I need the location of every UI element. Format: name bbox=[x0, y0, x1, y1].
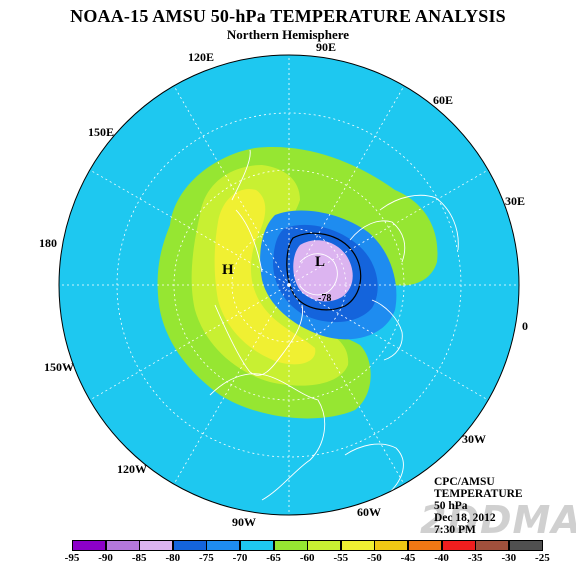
lon-label-60w: 60W bbox=[357, 505, 381, 519]
map-border bbox=[58, 54, 520, 516]
graticule bbox=[59, 55, 519, 515]
lon-label-60e: 60E bbox=[433, 93, 454, 107]
legend-tick-label: -50 bbox=[367, 552, 382, 564]
info-line: CPC/AMSU bbox=[434, 476, 495, 488]
legend-tick-label: -75 bbox=[199, 552, 214, 564]
legend-tick-label: -85 bbox=[131, 552, 147, 564]
lon-label-0: 0 bbox=[522, 319, 528, 333]
legend-tick-label: -35 bbox=[467, 552, 483, 564]
legend-swatch bbox=[475, 540, 510, 551]
info-line: Dec 18, 2012 bbox=[434, 512, 496, 524]
legend-swatch bbox=[441, 540, 476, 551]
legend-tick-label: -70 bbox=[232, 552, 248, 564]
high-center-label: H bbox=[222, 262, 234, 278]
legend-tick-label: -40 bbox=[434, 552, 449, 564]
lon-label-150e: 150E bbox=[88, 125, 115, 139]
legend-tick-label: -65 bbox=[266, 552, 281, 564]
lon-label-30w: 30W bbox=[462, 432, 486, 446]
legend-tick-label: -45 bbox=[400, 552, 416, 564]
legend-tick-label: -60 bbox=[299, 552, 315, 564]
legend-tick-label: -80 bbox=[165, 552, 181, 564]
chart-title: NOAA-15 AMSU 50-hPa TEMPERATURE ANALYSIS bbox=[70, 6, 506, 26]
info-block: CPC/AMSU TEMPERATURE 50 hPa Dec 18, 2012… bbox=[434, 476, 523, 536]
info-line: 7:30 PM bbox=[434, 524, 476, 536]
info-line: 50 hPa bbox=[434, 500, 468, 512]
legend-swatch bbox=[374, 540, 409, 551]
legend-tick-label: -55 bbox=[333, 552, 349, 564]
legend-swatch bbox=[139, 540, 174, 551]
legend-swatch bbox=[508, 540, 543, 551]
legend-swatch bbox=[105, 540, 140, 551]
lon-label-180: 180 bbox=[39, 236, 57, 250]
legend-tick-label: -90 bbox=[98, 552, 113, 564]
chart-subtitle: Northern Hemisphere bbox=[226, 27, 350, 42]
watermark: 2DDMA bbox=[420, 498, 576, 542]
legend-swatch bbox=[172, 540, 207, 551]
legend-swatch bbox=[72, 540, 106, 551]
contour-band-55 bbox=[214, 188, 316, 365]
legend-tick-label: -95 bbox=[64, 552, 80, 564]
contour-line-label: -78 bbox=[318, 293, 331, 304]
lon-label-30e: 30E bbox=[505, 194, 526, 208]
lon-label-90w: 90W bbox=[232, 515, 256, 529]
legend-tick-label: -25 bbox=[535, 552, 550, 564]
low-center-label: L bbox=[315, 254, 325, 270]
lon-label-150w: 150W bbox=[44, 360, 74, 374]
legend-swatch bbox=[408, 540, 442, 551]
legend-tick-label: -30 bbox=[501, 552, 517, 564]
coastlines bbox=[209, 149, 459, 501]
legend-swatch bbox=[273, 540, 308, 551]
legend-swatch bbox=[206, 540, 241, 551]
lon-label-90e: 90E bbox=[316, 40, 337, 54]
legend-swatch bbox=[307, 540, 342, 551]
legend-swatch bbox=[340, 540, 375, 551]
contour-line-78 bbox=[286, 232, 362, 311]
lon-label-120w: 120W bbox=[117, 462, 147, 476]
legend-swatch bbox=[240, 540, 274, 551]
lon-label-120e: 120E bbox=[188, 50, 215, 64]
info-line: TEMPERATURE bbox=[434, 488, 523, 500]
